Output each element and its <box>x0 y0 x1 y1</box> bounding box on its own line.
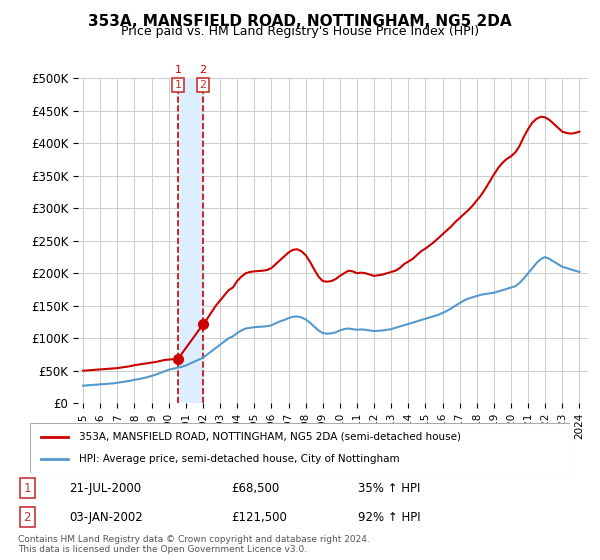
Text: 1: 1 <box>23 482 31 495</box>
Text: 92% ↑ HPI: 92% ↑ HPI <box>358 511 420 524</box>
FancyBboxPatch shape <box>30 423 570 473</box>
Text: Price paid vs. HM Land Registry's House Price Index (HPI): Price paid vs. HM Land Registry's House … <box>121 25 479 38</box>
Text: 2: 2 <box>23 511 31 524</box>
Text: 1: 1 <box>175 65 182 75</box>
Text: 353A, MANSFIELD ROAD, NOTTINGHAM, NG5 2DA: 353A, MANSFIELD ROAD, NOTTINGHAM, NG5 2D… <box>88 14 512 29</box>
Text: 353A, MANSFIELD ROAD, NOTTINGHAM, NG5 2DA (semi-detached house): 353A, MANSFIELD ROAD, NOTTINGHAM, NG5 2D… <box>79 432 461 442</box>
Text: £68,500: £68,500 <box>231 482 279 495</box>
Text: 35% ↑ HPI: 35% ↑ HPI <box>358 482 420 495</box>
Text: 21-JUL-2000: 21-JUL-2000 <box>70 482 142 495</box>
Bar <box>178 78 203 403</box>
Text: 2: 2 <box>200 65 206 75</box>
Text: 1: 1 <box>175 80 182 90</box>
Text: 2: 2 <box>200 80 206 90</box>
Text: Contains HM Land Registry data © Crown copyright and database right 2024.
This d: Contains HM Land Registry data © Crown c… <box>18 535 370 554</box>
Text: £121,500: £121,500 <box>231 511 287 524</box>
Text: 03-JAN-2002: 03-JAN-2002 <box>70 511 143 524</box>
Text: HPI: Average price, semi-detached house, City of Nottingham: HPI: Average price, semi-detached house,… <box>79 454 399 464</box>
